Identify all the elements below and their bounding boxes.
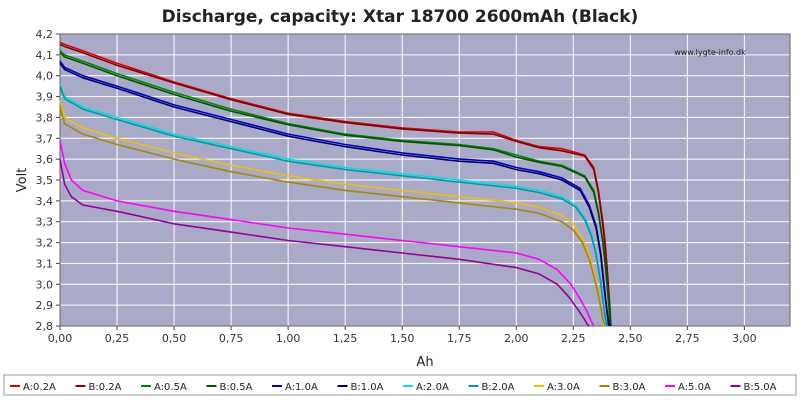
x-tick-label: 0,75: [219, 332, 244, 345]
legend-label: A:0.5A: [154, 382, 187, 393]
chart-title: Discharge, capacity: Xtar 18700 2600mAh …: [162, 7, 639, 27]
x-tick-label: 2,75: [675, 332, 700, 345]
y-tick-label: 3,3: [36, 216, 54, 229]
y-tick-label: 3,6: [36, 153, 54, 166]
x-tick-label: 2,50: [618, 332, 643, 345]
x-tick-label: 1,75: [447, 332, 472, 345]
y-tick-label: 3,2: [36, 237, 54, 250]
watermark-text: www.lygte-info.dk: [674, 48, 746, 57]
legend-label: B:0.2A: [89, 382, 122, 393]
x-tick-label: 1,25: [333, 332, 358, 345]
series-lines: [59, 41, 612, 327]
y-axis-label: Volt: [15, 168, 30, 193]
x-tick-label: 1,50: [390, 332, 415, 345]
series-line: [59, 43, 612, 327]
x-tick-label: 1,00: [276, 332, 301, 345]
series-line: [59, 140, 595, 327]
y-tick-label: 4,0: [36, 70, 54, 83]
legend-label: A:2.0A: [416, 382, 449, 393]
y-tick-label: 3,7: [36, 132, 54, 145]
y-tick-label: 3,8: [36, 111, 54, 124]
y-tick-label: 3,1: [36, 257, 54, 270]
x-tick-label: 0,50: [162, 332, 187, 345]
legend-label: B:3.0A: [613, 382, 646, 393]
y-tick-label: 4,2: [36, 28, 54, 41]
series-line: [59, 158, 590, 327]
x-tick-label: 0,25: [105, 332, 130, 345]
x-axis-label: Ah: [416, 355, 433, 370]
y-tick-label: 4,1: [36, 49, 54, 62]
x-tick-label: 2,25: [561, 332, 586, 345]
y-tick-label: 3,0: [36, 278, 54, 291]
legend-label: B:2.0A: [482, 382, 515, 393]
y-tick-label: 3,9: [36, 91, 54, 104]
legend: A:0.2A B:0.2A A:0.5A B:0.5A A:1.0A B:1.0A A:2.…: [10, 382, 777, 393]
axes: [56, 33, 791, 330]
legend-label: A:5.0A: [678, 382, 711, 393]
series-line: [59, 85, 609, 327]
legend-label: B:1.0A: [351, 382, 384, 393]
y-tick-label: 2,9: [36, 299, 54, 312]
legend-label: B:0.5A: [220, 382, 253, 393]
y-tick-label: 2,8: [36, 320, 54, 333]
x-tick-labels: 0,00 0,25 0,50 0,75 1,00 1,25 1,50 1,75 2,00 2,25…: [48, 332, 757, 345]
x-tick-label: 3,00: [732, 332, 757, 345]
y-tick-label: 3,4: [36, 195, 54, 208]
plot-frame: [59, 33, 791, 327]
series-line: [59, 106, 606, 327]
x-tick-label: 2,00: [504, 332, 529, 345]
y-tick-labels: 2,8 2,9 3,0 3,1 3,2 3,3 3,4 3,5 3,6 3,7 3,8 3,9 4,0 4…: [36, 28, 54, 333]
series-line: [59, 62, 611, 327]
legend-label: A:3.0A: [547, 382, 580, 393]
legend-box: [3, 374, 797, 396]
legend-label: A:0.2A: [23, 382, 56, 393]
x-tick-label: 0,00: [48, 332, 73, 345]
legend-label: A:1.0A: [285, 382, 318, 393]
y-tick-label: 3,5: [36, 174, 54, 187]
legend-label: B:5.0A: [744, 382, 777, 393]
series-line: [59, 52, 612, 327]
